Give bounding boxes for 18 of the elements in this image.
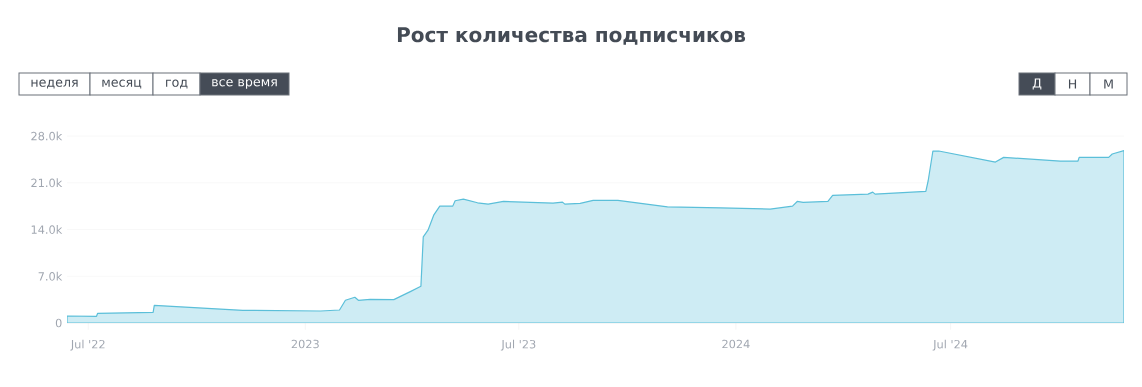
x-tick-label: 2023 — [291, 339, 319, 349]
chart-title: Рост количества подписчиков — [397, 27, 746, 45]
y-tick-label: 28.0k — [31, 131, 63, 141]
text: все время — [212, 79, 277, 89]
text: М — [1104, 79, 1113, 89]
text: Д — [1032, 78, 1042, 90]
text: Н — [1068, 79, 1077, 89]
y-tick-label: 14.0k — [31, 225, 63, 234]
text: неделя — [31, 79, 78, 89]
x-tick-label: 2024 — [722, 339, 750, 349]
y-tick-label: 21.0k — [31, 178, 63, 188]
text: год — [166, 79, 188, 89]
y-tick-label: 7.0k — [38, 271, 63, 281]
x-tick-label: Jul '23 — [500, 339, 536, 351]
text: месяц — [102, 79, 142, 89]
x-tick-label: Jul '22 — [70, 339, 105, 351]
x-tick-label: Jul '24 — [932, 339, 968, 351]
y-tick-label: 0 — [55, 318, 62, 328]
